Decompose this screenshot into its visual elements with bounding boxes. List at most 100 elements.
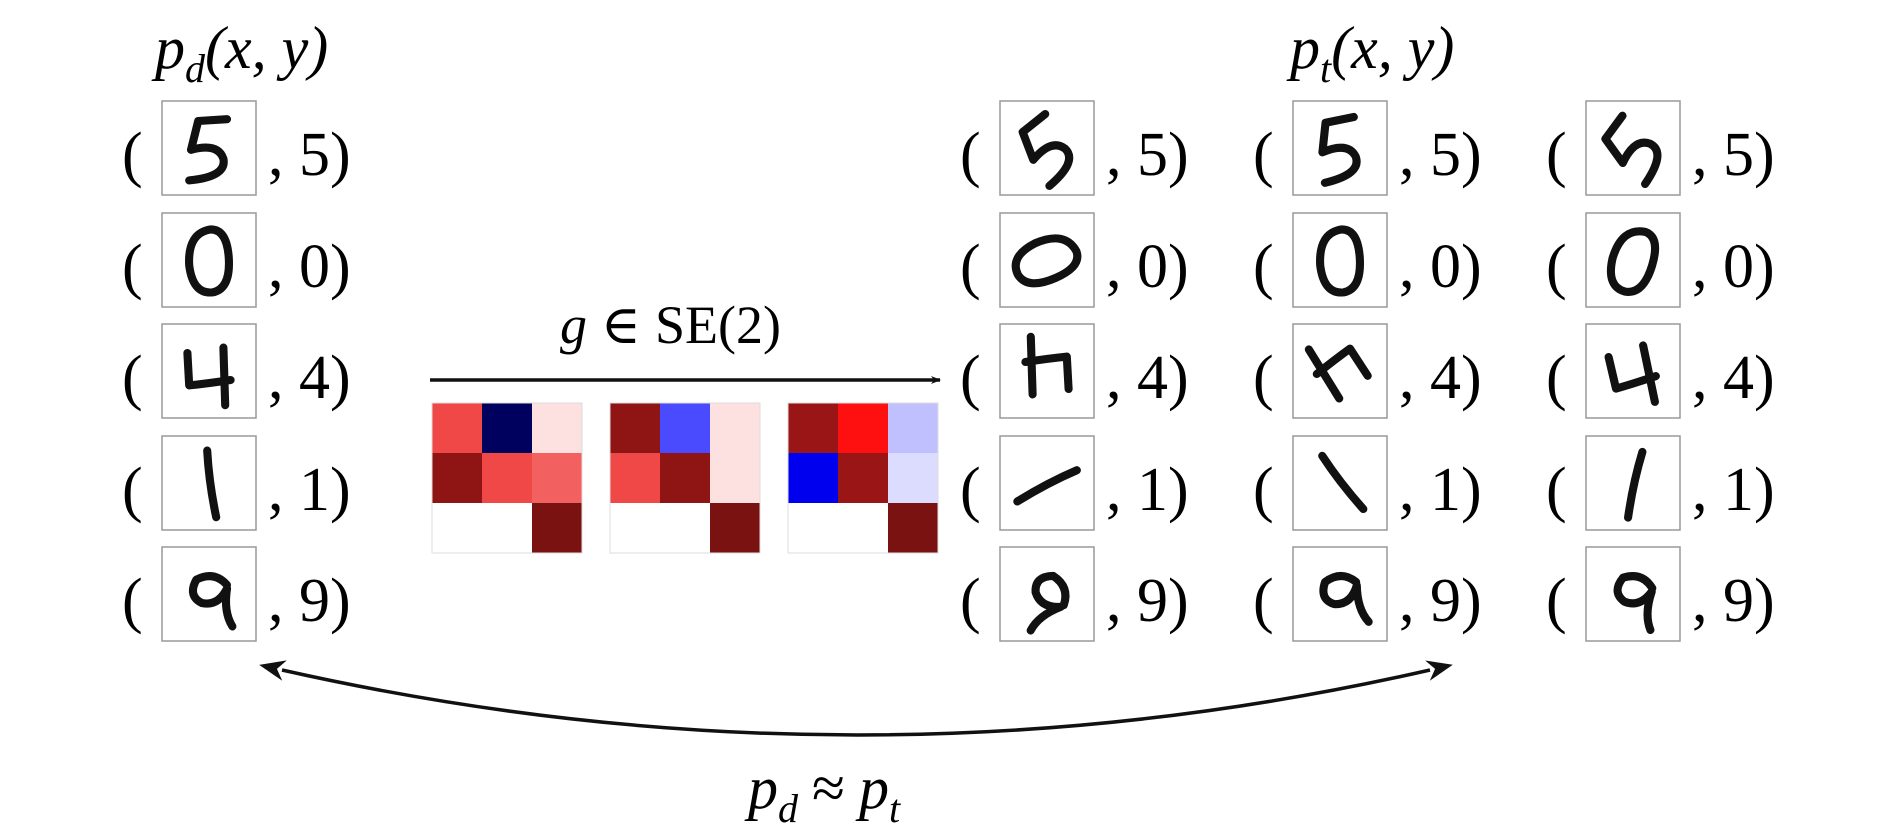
row-label: , 0)	[1106, 233, 1189, 301]
row-label: , 5)	[1692, 121, 1775, 189]
row-label: , 0)	[1692, 233, 1775, 301]
matrix-cell	[710, 403, 760, 453]
matrix-3	[787, 402, 939, 554]
right-title: pt(x, y)	[1286, 15, 1454, 91]
similarity-label: pd ≈ pt	[744, 755, 901, 826]
bottom-lhs-sub: d	[778, 786, 799, 826]
open-paren: (	[1253, 344, 1274, 412]
matrix-2	[609, 402, 761, 554]
row-label: , 9)	[1692, 567, 1775, 635]
matrix-cell	[660, 403, 710, 453]
matrix-cell	[482, 453, 532, 503]
matrix-cell	[888, 453, 938, 503]
open-paren: (	[1253, 121, 1274, 189]
bottom-approx: ≈	[812, 755, 845, 821]
digit-4-flip	[1292, 323, 1388, 419]
digit-4	[161, 323, 257, 419]
right-title-args: (x, y)	[1331, 15, 1454, 81]
row-label: , 9)	[268, 567, 351, 635]
matrix-cell	[610, 503, 660, 553]
matrix-cell	[432, 403, 482, 453]
matrix-cell	[788, 453, 838, 503]
digit-4-rot	[999, 323, 1095, 419]
bottom-rhs-sub: t	[889, 786, 901, 826]
digit-1-rot	[999, 435, 1095, 531]
digit-9-up	[1585, 546, 1681, 642]
row-label: , 4)	[1692, 344, 1775, 412]
open-paren: (	[122, 344, 143, 412]
bottom-rhs: p	[855, 755, 889, 821]
right-title-p: p	[1286, 15, 1320, 81]
left-title: pd(x, y)	[151, 15, 328, 91]
matrix-cell	[610, 403, 660, 453]
open-paren: (	[1253, 456, 1274, 524]
similarity-arrow	[259, 660, 1453, 737]
row-label: , 0)	[268, 233, 351, 301]
matrix-cell	[788, 403, 838, 453]
left-samples: ( , 5) ( , 0) ( , 4) ( , 1) ( , 9)	[122, 100, 351, 642]
open-paren: (	[122, 121, 143, 189]
right-samples: (, 5) (, 5) (, 5) (, 0) (, 0) (, 0) (, 4) (, 4)…	[960, 100, 1775, 642]
open-paren: (	[122, 456, 143, 524]
digit-0-rot	[999, 212, 1095, 308]
digit-1-tilt	[1292, 435, 1388, 531]
open-paren: (	[960, 233, 981, 301]
matrix-cell	[838, 453, 888, 503]
matrix-cell	[482, 503, 532, 553]
matrix-cell	[660, 453, 710, 503]
open-paren: (	[1546, 567, 1567, 635]
left-title-args: (x, y)	[205, 15, 328, 81]
digit-0	[161, 212, 257, 308]
open-paren: (	[122, 233, 143, 301]
open-paren: (	[1253, 233, 1274, 301]
open-paren: (	[1546, 456, 1567, 524]
open-paren: (	[1546, 233, 1567, 301]
transform-group: SE(2)	[655, 295, 781, 355]
open-paren: (	[960, 456, 981, 524]
matrix-cell	[710, 503, 760, 553]
matrix-cell	[532, 503, 582, 553]
row-label: , 1)	[1106, 456, 1189, 524]
open-paren: (	[1546, 344, 1567, 412]
digit-0-tilt	[1585, 212, 1681, 308]
matrix-cell	[788, 503, 838, 553]
open-paren: (	[1253, 567, 1274, 635]
row-label: , 9)	[1106, 567, 1189, 635]
matrix-cell	[660, 503, 710, 553]
matrix-cell	[432, 453, 482, 503]
bottom-lhs: p	[744, 755, 778, 821]
row-label: , 1)	[1692, 456, 1775, 524]
transform-label: g ∈ SE(2)	[560, 295, 781, 355]
row-label: , 4)	[268, 344, 351, 412]
transform-member: ∈	[601, 295, 641, 355]
matrix-cell	[532, 453, 582, 503]
right-title-sub: t	[1320, 46, 1332, 91]
digit-5-tilt	[1292, 100, 1388, 196]
row-label: , 5)	[1399, 121, 1482, 189]
row-label: , 5)	[1106, 121, 1189, 189]
matrix-cell	[610, 453, 660, 503]
open-paren: (	[960, 344, 981, 412]
open-paren: (	[122, 567, 143, 635]
digit-1-lean	[1585, 435, 1681, 531]
matrix-cell	[888, 403, 938, 453]
matrix-1	[431, 402, 583, 554]
open-paren: (	[1546, 121, 1567, 189]
digit-9-tilt	[1292, 546, 1388, 642]
left-title-p: p	[151, 15, 185, 81]
digit-9	[161, 546, 257, 642]
matrix-cell	[532, 403, 582, 453]
digit-4-tilt	[1585, 323, 1681, 419]
row-label: , 9)	[1399, 567, 1482, 635]
matrix-cell	[710, 453, 760, 503]
row-label: , 4)	[1106, 344, 1189, 412]
digit-1	[161, 435, 257, 531]
matrix-cell	[888, 503, 938, 553]
matrix-cell	[432, 503, 482, 553]
transform-matrices	[431, 402, 939, 554]
row-label: , 1)	[268, 456, 351, 524]
matrix-cell	[838, 503, 888, 553]
transform-g: g	[560, 295, 587, 355]
matrix-cell	[838, 403, 888, 453]
row-label: , 5)	[268, 121, 351, 189]
